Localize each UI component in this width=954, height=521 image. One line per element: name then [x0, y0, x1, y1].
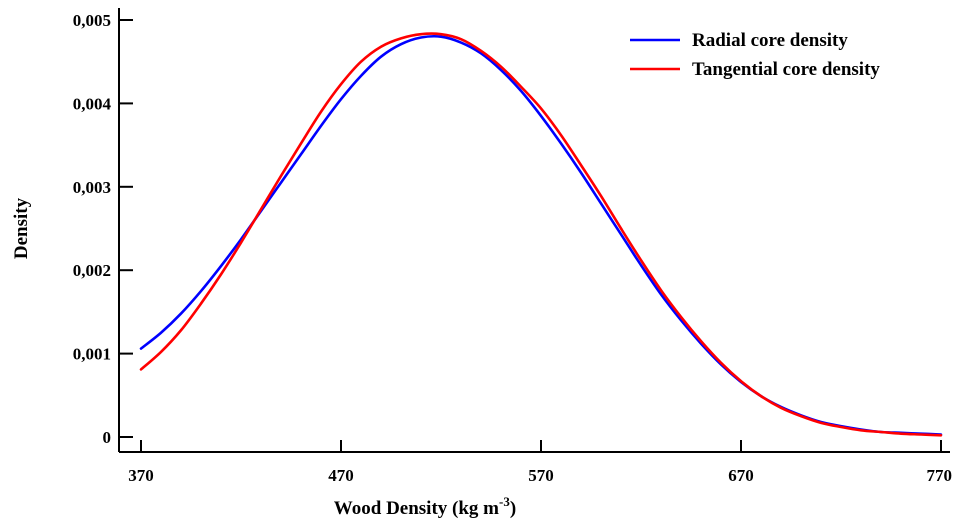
x-tick-label: 670 [728, 466, 754, 485]
x-axis-title: Wood Density (kg m-3) [334, 494, 516, 519]
x-tick-label: 770 [927, 466, 953, 485]
legend-label-tangential: Tangential core density [692, 59, 880, 80]
y-tick-label: 0,001 [73, 345, 111, 364]
tick-labels: 0 0,001 0,002 0,003 0,004 0,005 370 470 570 670 77… [73, 11, 952, 485]
y-tick-label: 0 [103, 428, 112, 447]
x-axis-title-close: ) [510, 498, 516, 519]
y-axis-title: Density [11, 197, 32, 259]
x-tick-label: 470 [328, 466, 354, 485]
tick-marks [119, 19, 942, 452]
legend-label-radial: Radial core density [692, 30, 848, 51]
y-tick-label: 0,005 [73, 11, 111, 30]
y-tick-label: 0,003 [73, 178, 111, 197]
series-lines [139, 32, 943, 437]
x-axis-title-main: Wood Density (kg m [334, 498, 499, 519]
x-axis-title-superscript: -3 [499, 494, 510, 509]
y-tick-label: 0,002 [73, 261, 111, 280]
x-tick-label: 570 [528, 466, 554, 485]
series-line-radial [139, 34, 943, 436]
series-line-tangential [139, 32, 943, 437]
x-tick-label: 370 [128, 466, 154, 485]
y-tick-label: 0,004 [73, 94, 112, 113]
axes [118, 8, 950, 453]
legend: Radial core density Tangential core dens… [630, 30, 880, 80]
